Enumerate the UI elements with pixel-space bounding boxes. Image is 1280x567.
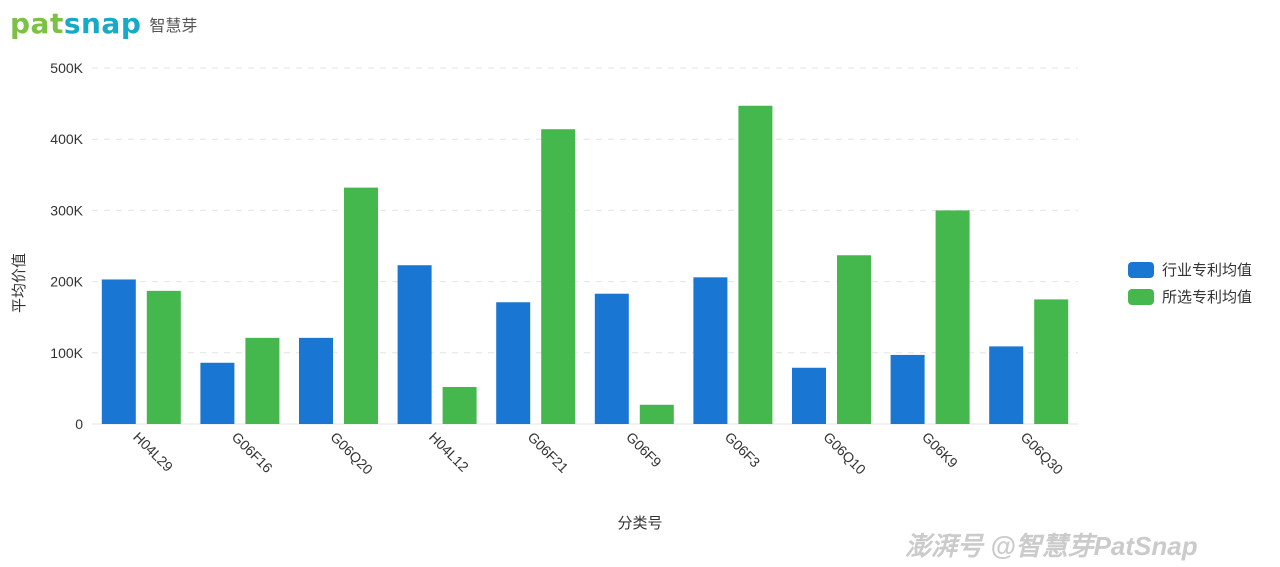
y-tick-label: 0 [75,416,83,432]
bars [101,105,1069,425]
patsnap-logo: patsnap [10,7,142,40]
bar-industry-G06F21 [496,302,531,424]
x-tick-label: H04L29 [130,429,176,475]
bar-industry-G06Q10 [792,367,826,424]
x-tick-label: H04L12 [426,429,472,475]
x-tick-label: G06F3 [722,429,764,471]
x-tick-label: G06Q10 [820,429,869,478]
bar-selected-G06Q30 [1034,299,1069,424]
bar-industry-H04L29 [101,279,136,424]
brand-subtitle: 智慧芽 [149,18,198,35]
bar-industry-G06F3 [693,277,728,424]
bar-industry-G06Q30 [989,346,1024,424]
watermark: 澎湃号 @智慧芽PatSnap [905,531,1198,561]
bar-industry-H04L12 [397,265,432,424]
legend-swatch [1128,289,1154,305]
x-tick-label: G06F9 [623,429,665,471]
bar-selected-G06F9 [639,404,674,424]
brand: patsnap 智慧芽 [10,10,197,38]
y-tick-label: 400K [50,131,83,147]
y-axis: 0 100K 200K 300K 400K 500K [50,60,83,432]
bar-selected-G06F16 [245,337,280,424]
bar-selected-H04L29 [146,290,181,424]
bar-industry-G06F9 [594,293,629,424]
bar-industry-G06Q20 [299,337,333,424]
x-tick-label: G06K9 [919,429,961,471]
bar-selected-G06K9 [935,210,970,424]
legend-label: 所选专利均值 [1162,289,1252,306]
x-axis-title: 分类号 [617,515,662,532]
x-tick-label: G06F16 [229,429,276,476]
y-tick-label: 200K [50,274,83,290]
y-tick-label: 300K [50,202,83,218]
x-tick-label: G06Q30 [1018,429,1067,478]
legend-label: 行业专利均值 [1162,262,1252,279]
bar-selected-G06F3 [738,105,773,425]
y-tick-label: 100K [50,345,83,361]
bar-industry-G06K9 [890,354,925,424]
x-tick-label: G06F21 [525,429,572,476]
x-tick-label: G06Q20 [327,429,376,478]
bar-selected-G06F21 [541,129,576,424]
gridlines [92,67,1078,425]
bar-selected-G06Q20 [344,187,378,424]
bar-selected-G06Q10 [837,255,871,424]
legend-swatch [1128,262,1154,278]
y-tick-label: 500K [50,60,83,76]
bar-selected-H04L12 [442,386,477,424]
x-axis: H04L29 G06F16 G06Q20 H04L12 G06F21 G06F9 G06F3… [130,429,1066,478]
bar-industry-G06F16 [200,362,235,424]
y-axis-title: 平均价值 [11,253,28,313]
